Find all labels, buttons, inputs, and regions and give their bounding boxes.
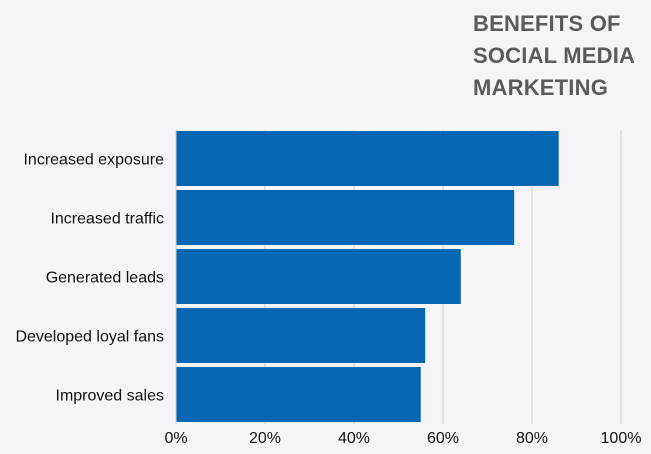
chart-title-line-3: MARKETING: [473, 75, 609, 100]
x-tick-label: 20%: [249, 430, 281, 447]
chart-title-line-2: SOCIAL MEDIA: [473, 43, 636, 68]
bar: [176, 308, 426, 363]
x-tick-label: 0%: [164, 430, 187, 447]
category-label: Increased exposure: [23, 152, 164, 169]
category-label: Improved sales: [56, 388, 165, 405]
category-label: Generated leads: [46, 270, 164, 287]
category-label: Increased traffic: [50, 211, 164, 228]
category-label: Developed loyal fans: [15, 329, 164, 346]
bar: [176, 367, 421, 422]
x-tick-label: 100%: [601, 430, 642, 447]
bar: [176, 249, 461, 304]
chart-title: BENEFITS OF SOCIAL MEDIA MARKETING: [473, 8, 648, 104]
x-tick-label: 40%: [338, 430, 370, 447]
bar: [176, 131, 559, 186]
x-tick-label: 60%: [427, 430, 459, 447]
x-tick-label: 80%: [516, 430, 548, 447]
bar: [176, 190, 515, 245]
chart-title-line-1: BENEFITS OF: [473, 11, 621, 36]
